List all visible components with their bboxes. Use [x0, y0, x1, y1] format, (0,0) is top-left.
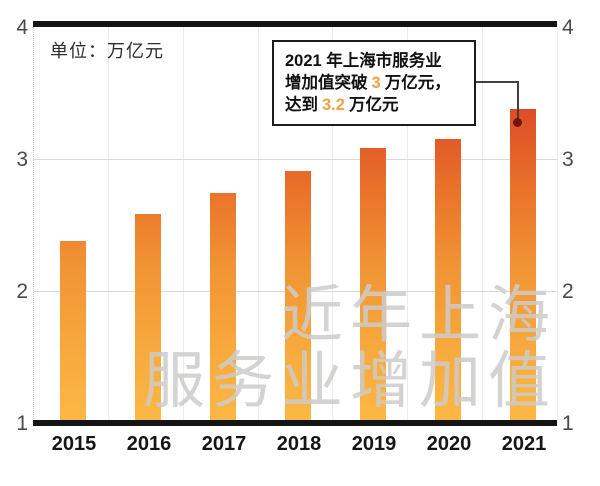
- x-tick-2015: 2015: [51, 433, 97, 455]
- vertical-gridline: [407, 27, 409, 423]
- bar-2015: [60, 241, 86, 423]
- bar-2016: [135, 214, 161, 423]
- bar-2017: [210, 193, 236, 423]
- callout-connector-vertical: [517, 81, 519, 122]
- vertical-gridline: [257, 27, 259, 423]
- y-tick-left-1: 1: [16, 412, 28, 435]
- x-tick-2017: 2017: [201, 433, 247, 455]
- watermark: 近年上海 服务业增加值: [143, 283, 557, 415]
- x-tick-2016: 2016: [126, 433, 172, 455]
- annotation-line-2: 增加值突破 3 万亿元，: [285, 74, 451, 92]
- x-tick-2019: 2019: [351, 433, 397, 455]
- y-tick-left-3: 3: [16, 148, 28, 171]
- bar-2019: [360, 148, 386, 423]
- annotation-line-3: 达到 3.2 万亿元: [285, 96, 399, 114]
- y-tick-right-2: 2: [562, 280, 574, 303]
- annotation-box: 2021 年上海市服务业 增加值突破 3 万亿元， 达到 3.2 万亿元: [272, 40, 476, 126]
- top-axis-line: [33, 21, 557, 27]
- y-tick-right-3: 3: [562, 148, 574, 171]
- y-tick-right-1: 1: [562, 412, 574, 435]
- highlight-number-3: 3: [371, 74, 381, 92]
- watermark-line-2: 服务业增加值: [142, 347, 557, 416]
- plot-area: [33, 27, 558, 423]
- y-tick-left-2: 2: [16, 280, 28, 303]
- x-tick-2018: 2018: [276, 433, 322, 455]
- x-tick-2021: 2021: [501, 433, 547, 455]
- watermark-line-1: 近年上海: [280, 281, 557, 350]
- highlight-number-3-2: 3.2: [322, 96, 345, 114]
- vertical-gridline: [557, 27, 558, 423]
- annotation-line-1: 2021 年上海市服务业: [285, 52, 442, 70]
- y-tick-left-4: 4: [16, 16, 28, 39]
- vertical-gridline: [33, 27, 35, 423]
- x-tick-2020: 2020: [426, 433, 472, 455]
- bar-2021: [510, 109, 536, 423]
- vertical-gridline: [182, 27, 184, 423]
- vertical-gridline: [107, 27, 109, 423]
- y-tick-right-4: 4: [562, 16, 574, 39]
- vertical-gridline: [332, 27, 334, 423]
- callout-connector-horizontal: [476, 81, 518, 83]
- bar-2018: [285, 171, 311, 423]
- bar-2020: [435, 139, 461, 423]
- horizontal-gridline-3: [33, 159, 557, 160]
- vertical-gridline: [482, 27, 484, 423]
- unit-label: 单位：万亿元: [50, 41, 164, 61]
- callout-dot: [513, 118, 522, 127]
- bottom-axis-line: [33, 420, 557, 426]
